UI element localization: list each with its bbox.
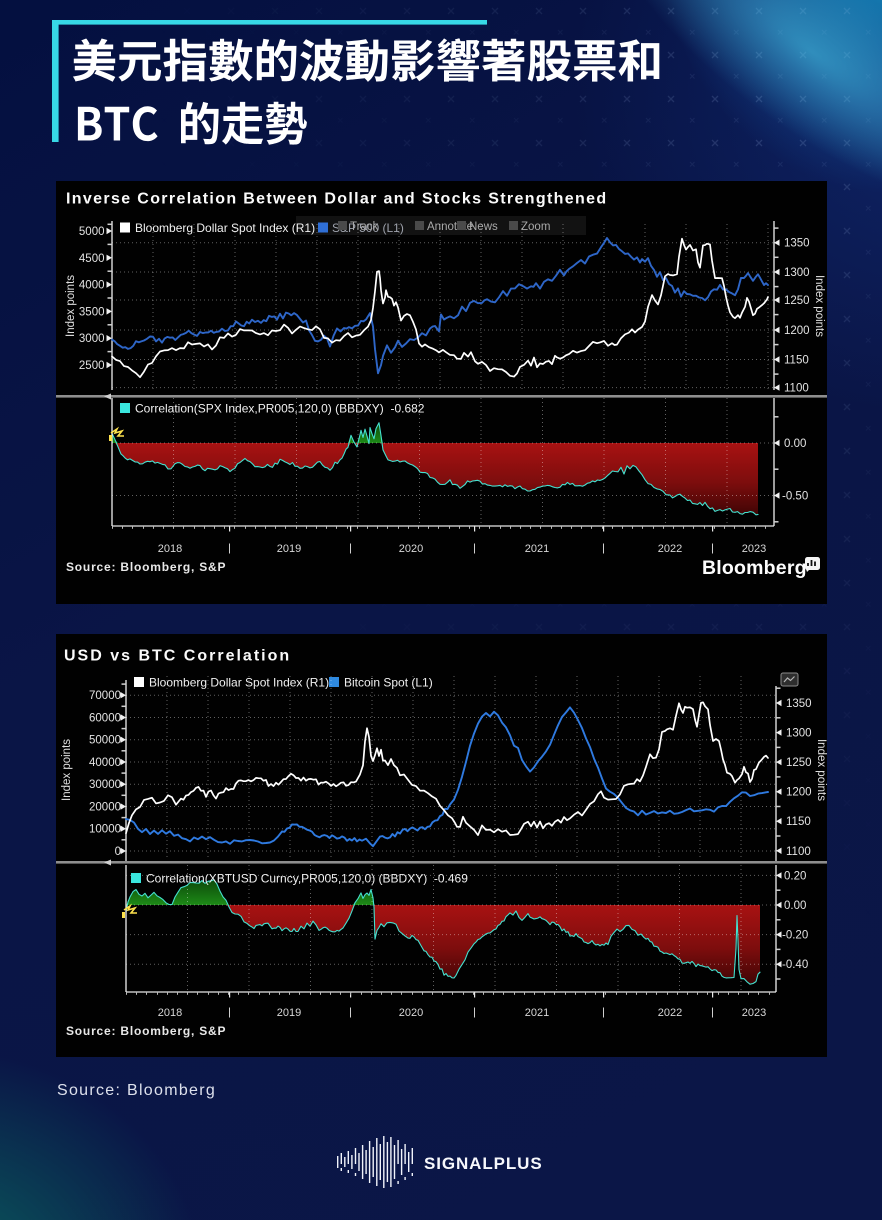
svg-text:70000: 70000	[89, 690, 121, 702]
svg-text:10000: 10000	[89, 824, 121, 836]
svg-text:2019: 2019	[277, 543, 301, 555]
svg-text:50000: 50000	[89, 735, 121, 747]
svg-text:20000: 20000	[89, 802, 121, 814]
svg-text:2020: 2020	[399, 543, 423, 555]
svg-text:SIGNALPLUS: SIGNALPLUS	[424, 1154, 543, 1173]
svg-text:Source: Bloomberg: Source: Bloomberg	[57, 1082, 216, 1099]
svg-text:2018: 2018	[158, 543, 182, 555]
svg-text:0.00: 0.00	[784, 438, 806, 450]
svg-text:2020: 2020	[399, 1007, 423, 1019]
svg-text:2021: 2021	[525, 1007, 549, 1019]
svg-text:3000: 3000	[79, 333, 105, 345]
svg-text:2023: 2023	[742, 1007, 766, 1019]
svg-text:2021: 2021	[525, 543, 549, 555]
svg-text:1250: 1250	[784, 295, 810, 307]
svg-text:Index points: Index points	[815, 739, 827, 801]
svg-text:4000: 4000	[79, 280, 105, 292]
svg-text:USD vs BTC Correlation: USD vs BTC Correlation	[64, 648, 291, 665]
svg-text:4500: 4500	[79, 253, 105, 265]
svg-text:Correlation(XBTUSD Curncy,PR00: Correlation(XBTUSD Curncy,PR005,120,0) (…	[146, 872, 468, 886]
svg-text:Bitcoin Spot (L1): Bitcoin Spot (L1)	[344, 676, 433, 690]
svg-text:2023: 2023	[742, 543, 766, 555]
svg-text:1250: 1250	[786, 757, 812, 769]
svg-text:1300: 1300	[784, 267, 810, 279]
svg-text:News: News	[469, 221, 498, 233]
svg-text:Zoom: Zoom	[521, 221, 550, 233]
svg-text:2500: 2500	[79, 360, 105, 372]
svg-text:2019: 2019	[277, 1007, 301, 1019]
svg-text:Index points: Index points	[65, 275, 77, 337]
svg-text:2022: 2022	[658, 543, 682, 555]
svg-text:0.20: 0.20	[784, 870, 806, 882]
svg-text:2018: 2018	[158, 1007, 182, 1019]
svg-text:S&P 500 (L1): S&P 500 (L1)	[332, 221, 404, 235]
svg-text:1150: 1150	[786, 816, 811, 828]
svg-text:-0.50: -0.50	[782, 491, 808, 503]
svg-text:1100: 1100	[786, 846, 811, 858]
svg-text:Source: Bloomberg, S&P: Source: Bloomberg, S&P	[66, 1024, 226, 1038]
svg-text:30000: 30000	[89, 779, 121, 791]
svg-text:Bloomberg Dollar Spot Index (R: Bloomberg Dollar Spot Index (R1)	[135, 221, 315, 235]
svg-text:2022: 2022	[658, 1007, 682, 1019]
svg-text:Correlation(SPX Index,PR005,12: Correlation(SPX Index,PR005,120,0) (BBDX…	[135, 402, 425, 416]
svg-text:Bloomberg: Bloomberg	[702, 557, 807, 579]
svg-text:-0.20: -0.20	[782, 930, 808, 942]
svg-text:-0.40: -0.40	[782, 959, 808, 971]
svg-text:Bloomberg Dollar Spot Index (R: Bloomberg Dollar Spot Index (R1)	[149, 676, 329, 690]
svg-text:1150: 1150	[784, 355, 809, 367]
svg-text:3500: 3500	[79, 306, 105, 318]
svg-text:Index points: Index points	[813, 275, 825, 337]
svg-text:1300: 1300	[786, 728, 812, 740]
svg-text:1350: 1350	[784, 238, 810, 250]
svg-text:5000: 5000	[79, 226, 105, 238]
svg-text:60000: 60000	[89, 713, 121, 725]
svg-text:Annotate: Annotate	[427, 221, 473, 233]
svg-text:1100: 1100	[784, 383, 809, 395]
svg-text:1200: 1200	[786, 787, 812, 799]
svg-text:0: 0	[115, 846, 121, 858]
svg-text:Inverse Correlation Between Do: Inverse Correlation Between Dollar and S…	[66, 191, 608, 208]
svg-text:Source: Bloomberg, S&P: Source: Bloomberg, S&P	[66, 560, 226, 574]
svg-text:1350: 1350	[786, 698, 812, 710]
svg-text:Track: Track	[350, 221, 379, 233]
svg-text:Index points: Index points	[61, 739, 73, 801]
svg-text:40000: 40000	[89, 757, 121, 769]
svg-text:0.00: 0.00	[784, 900, 806, 912]
svg-text:1200: 1200	[784, 325, 810, 337]
